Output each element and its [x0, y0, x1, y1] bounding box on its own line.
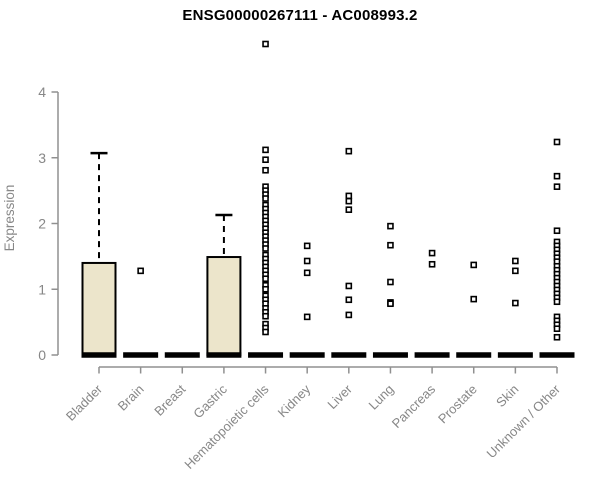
outlier-point — [345, 282, 353, 290]
outlier-point — [262, 40, 269, 48]
outlier-point — [262, 195, 269, 202]
outlier-point — [137, 267, 144, 275]
median-line — [331, 352, 367, 358]
outlier-point — [387, 241, 394, 249]
outlier-point — [553, 333, 561, 341]
outlier-point — [262, 285, 269, 293]
median-line — [372, 352, 408, 358]
median-line — [414, 352, 450, 358]
outlier-point — [345, 296, 353, 304]
outlier-point — [553, 325, 561, 333]
y-tick-label: 4 — [38, 84, 46, 100]
y-tick-label: 2 — [38, 216, 46, 232]
outlier-point — [262, 146, 269, 154]
outlier-point — [345, 192, 353, 200]
median-line — [456, 352, 492, 358]
median-line — [81, 352, 117, 358]
x-tick-label: Skin — [493, 382, 521, 410]
x-tick-label: Liver — [324, 381, 355, 412]
box — [206, 256, 242, 356]
x-tick-label: Prostate — [435, 382, 480, 427]
x-tick-label: Kidney — [275, 381, 314, 420]
outlier-point — [512, 267, 519, 275]
outlier-point — [262, 166, 269, 174]
x-tick-label: Pancreas — [389, 381, 439, 431]
outlier-point — [428, 249, 436, 257]
outlier-point — [553, 183, 561, 190]
outlier-point — [345, 206, 353, 213]
outlier-point — [553, 172, 561, 180]
outlier-point — [553, 138, 561, 146]
outlier-point — [262, 275, 269, 283]
outlier-point — [262, 328, 269, 336]
outlier-point — [303, 269, 311, 277]
outlier-point — [262, 245, 269, 252]
y-tick-label: 0 — [38, 347, 46, 363]
outlier-point — [387, 222, 394, 230]
median-line — [289, 352, 325, 358]
outlier-point — [387, 300, 394, 308]
x-tick-label: Unknown / Other — [484, 381, 564, 461]
outlier-point — [553, 298, 561, 306]
median-line — [164, 352, 200, 358]
x-tick-label: Lung — [366, 382, 397, 413]
outlier-point — [387, 278, 394, 286]
x-tick-label: Gastric — [190, 381, 230, 421]
x-tick-label: Bladder — [63, 381, 106, 424]
outlier-point — [262, 312, 269, 320]
outlier-point — [470, 261, 478, 269]
outlier-point — [512, 257, 519, 265]
outlier-point — [345, 311, 353, 319]
outlier-point — [553, 227, 561, 235]
x-tick-label: Breast — [151, 381, 188, 418]
chart-title: ENSG00000267111 - AC008993.2 — [182, 7, 418, 24]
y-tick-label: 3 — [38, 150, 46, 166]
median-line — [248, 352, 284, 358]
y-axis-label: Expression — [2, 185, 17, 252]
outlier-point — [303, 242, 311, 250]
y-tick-label: 1 — [38, 281, 46, 297]
outlier-point — [470, 295, 478, 303]
outlier-point — [428, 260, 436, 268]
median-line — [539, 352, 575, 358]
median-line — [206, 352, 242, 358]
outlier-point — [262, 156, 269, 164]
median-line — [123, 352, 159, 358]
x-tick-label: Brain — [115, 382, 147, 414]
outlier-point — [303, 257, 311, 265]
median-line — [497, 352, 533, 358]
outlier-point — [345, 147, 353, 155]
box — [81, 261, 117, 357]
outlier-point — [512, 299, 519, 307]
outlier-point — [303, 313, 311, 321]
outlier-point — [345, 197, 353, 205]
